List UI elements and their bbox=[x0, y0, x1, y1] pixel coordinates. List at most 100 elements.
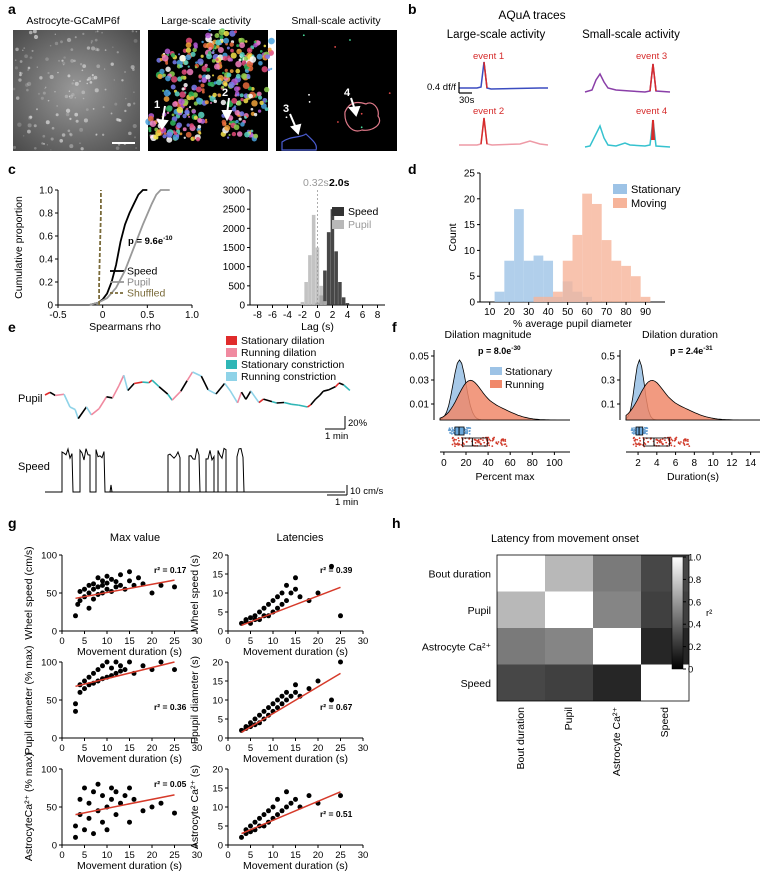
heatmap-col-label: Astrocyte Ca²⁺ bbox=[611, 707, 623, 777]
x-tick-label: 30 bbox=[192, 636, 203, 647]
activity-blob bbox=[161, 54, 169, 62]
activity-blob bbox=[188, 105, 192, 109]
e-speed-scale-label: 10 cm/s bbox=[350, 486, 384, 497]
h-colorbar-label: r² bbox=[706, 608, 712, 619]
y-tick-label: 100 bbox=[41, 658, 57, 669]
scatter-point bbox=[91, 789, 96, 795]
box-running bbox=[643, 437, 670, 447]
micrograph-speck bbox=[37, 92, 41, 95]
x-tick-label: 20 bbox=[504, 307, 516, 318]
series-line-pupil bbox=[89, 189, 170, 306]
activity-blob bbox=[208, 79, 211, 83]
scatter-point bbox=[275, 812, 280, 818]
micrograph-speck bbox=[50, 137, 54, 141]
activity-blob bbox=[185, 42, 192, 48]
bar-moving bbox=[533, 296, 544, 302]
jitter-point bbox=[501, 444, 503, 446]
x-tick-label: -8 bbox=[253, 310, 262, 321]
activity-blob bbox=[220, 99, 227, 106]
x-tick-label: 20 bbox=[147, 636, 158, 647]
legend-label: Speed bbox=[348, 206, 379, 218]
micrograph-speck bbox=[62, 61, 66, 65]
bar-pupil bbox=[304, 282, 308, 305]
scatter-point bbox=[109, 785, 114, 791]
scatter-g-astro-max: 0 5 10 15 20 25 30 0 50 100 Movement duration (s) A… bbox=[23, 753, 202, 872]
scatter-point bbox=[252, 716, 258, 722]
pupil-segment bbox=[171, 390, 182, 401]
pupil-segment bbox=[85, 406, 93, 416]
x-axis-title: Movement duration (s) bbox=[243, 860, 348, 872]
micrograph-speck bbox=[33, 34, 39, 40]
bar-moving bbox=[562, 260, 573, 302]
f-legend-running: Running bbox=[505, 379, 544, 391]
x-tick-label: 0 bbox=[315, 310, 321, 321]
x-tick-label: 12 bbox=[726, 458, 738, 469]
scatter-point bbox=[279, 701, 285, 707]
pupil-segment bbox=[298, 404, 308, 408]
jitter-point bbox=[453, 438, 456, 441]
micrograph-speck bbox=[135, 147, 138, 150]
panel-letter-b: b bbox=[408, 1, 417, 17]
jitter-point bbox=[458, 439, 460, 442]
activity-blob bbox=[198, 131, 202, 135]
jitter-point bbox=[483, 441, 486, 444]
jitter-point bbox=[632, 430, 635, 432]
b-trace-1 bbox=[459, 61, 548, 90]
c-p-value: p = 9.6e-10 bbox=[128, 235, 173, 247]
micrograph-speck bbox=[94, 38, 98, 42]
pupil-segment bbox=[271, 400, 277, 404]
pupil-segment bbox=[338, 382, 344, 386]
activity-blob bbox=[209, 81, 215, 87]
pupil-segment bbox=[148, 379, 153, 384]
jitter-point bbox=[647, 441, 649, 443]
jitter-point bbox=[633, 439, 636, 442]
y-tick-label: 0 bbox=[218, 734, 223, 745]
scatter-point bbox=[77, 796, 83, 802]
e-speed-trace bbox=[45, 447, 345, 493]
scatter-point bbox=[127, 819, 132, 825]
activity-blob bbox=[215, 44, 220, 49]
heatmap-cell bbox=[593, 555, 641, 592]
bar-pupil bbox=[311, 214, 316, 305]
activity-blob bbox=[179, 132, 183, 136]
activity-blob bbox=[229, 58, 233, 62]
bar-stationary bbox=[533, 255, 544, 302]
scatter-point bbox=[275, 594, 280, 600]
activity-blob bbox=[263, 86, 270, 93]
x-tick-label: 15 bbox=[290, 743, 301, 754]
activity-blob bbox=[242, 82, 250, 89]
bar-moving bbox=[630, 276, 641, 302]
bar-stationary bbox=[543, 260, 554, 302]
panel-letter-d: d bbox=[408, 161, 417, 177]
heatmap-cell bbox=[641, 664, 689, 701]
y-tick-label: 0 bbox=[239, 301, 245, 312]
scatter-point bbox=[306, 793, 312, 799]
x-tick-label: 30 bbox=[358, 743, 369, 754]
scatter-point bbox=[329, 563, 334, 569]
scatter-point bbox=[104, 827, 110, 833]
jitter-point bbox=[675, 436, 678, 439]
scatter-point bbox=[77, 588, 83, 594]
activity-blob bbox=[211, 51, 215, 54]
scatter-point bbox=[288, 590, 294, 596]
scatter-point bbox=[149, 804, 155, 810]
x-tick-label: 5 bbox=[82, 850, 87, 861]
box-running bbox=[461, 437, 488, 447]
micrograph-speck bbox=[71, 82, 74, 85]
scatter-point bbox=[109, 796, 114, 802]
activity-blob bbox=[261, 66, 268, 73]
micrograph-speck bbox=[22, 135, 25, 137]
activity-blob bbox=[221, 119, 227, 125]
jitter-point bbox=[635, 445, 637, 448]
pupil-segment bbox=[229, 390, 239, 404]
pupil-segment bbox=[328, 385, 336, 391]
micrograph-speck bbox=[128, 131, 132, 136]
micrograph-speck bbox=[101, 31, 103, 34]
micrograph-speck bbox=[133, 38, 138, 43]
activity-blob bbox=[205, 32, 211, 39]
x-tick-label: 10 bbox=[268, 743, 279, 754]
activity-blob bbox=[205, 74, 211, 80]
activity-blob bbox=[213, 99, 217, 104]
x-tick-label: 25 bbox=[335, 850, 346, 861]
